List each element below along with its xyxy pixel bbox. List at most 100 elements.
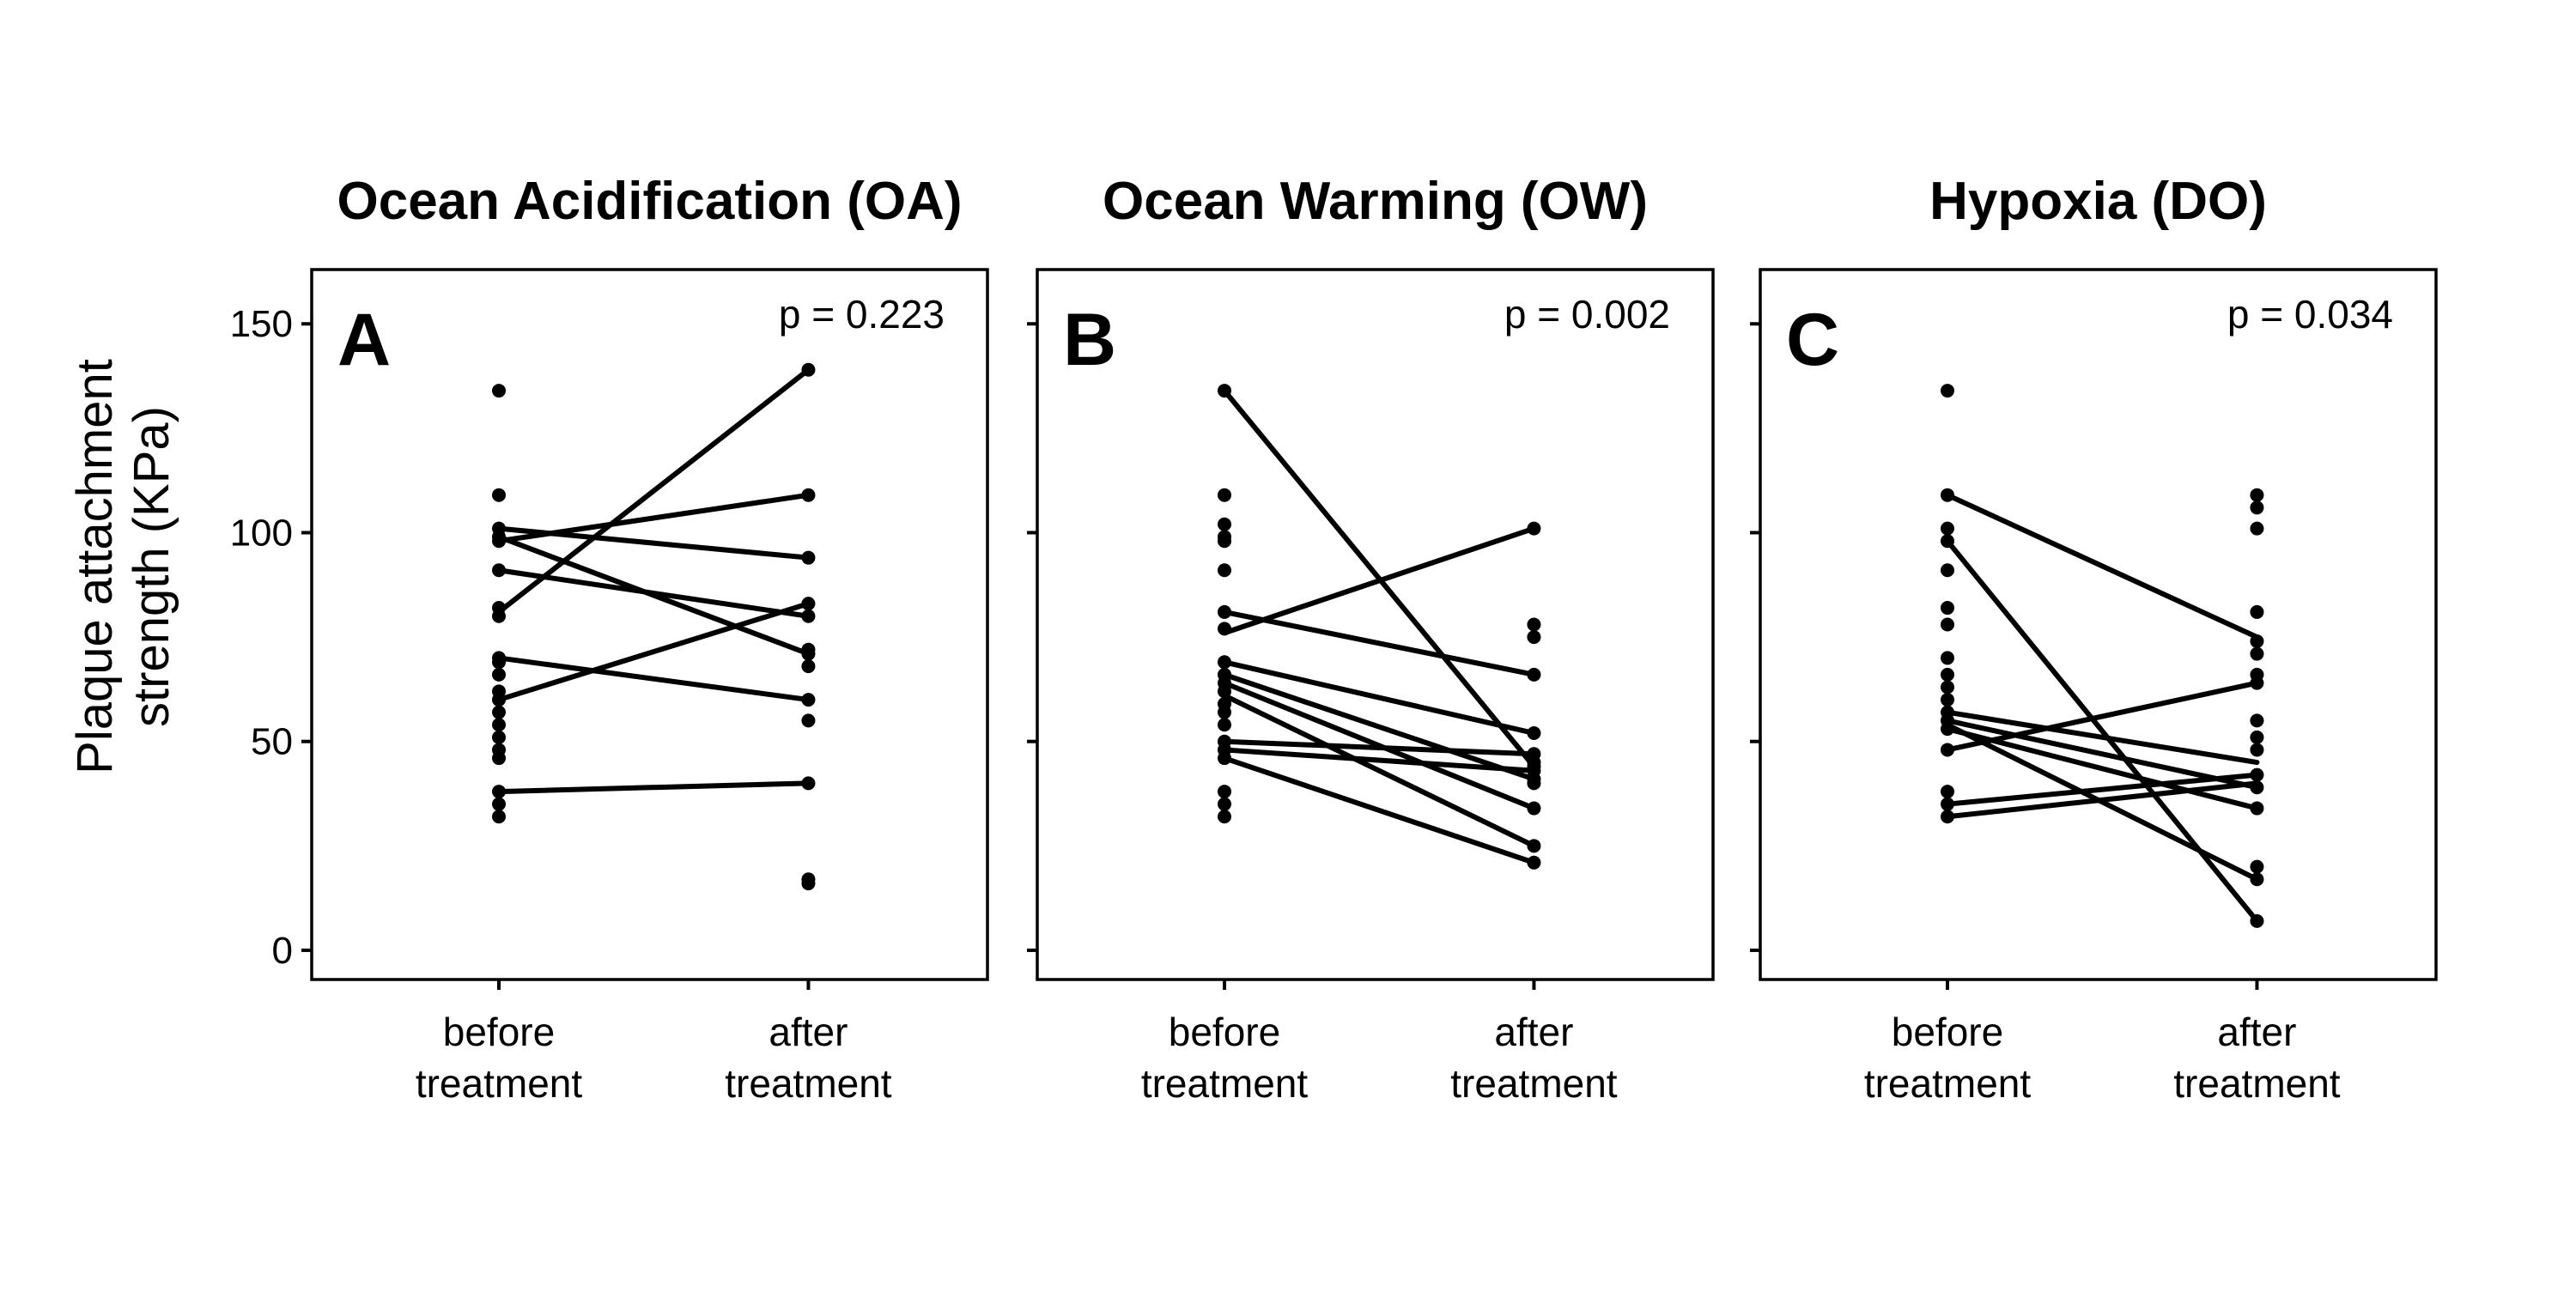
pair-line [495,567,811,619]
before-point [491,751,506,766]
before-point [1217,797,1231,811]
before-point [1940,601,1954,616]
before-point [1217,563,1231,578]
pair-line [1221,755,1537,865]
before-point [491,534,506,549]
p-value: p = 0.002 [1504,292,1670,337]
before-point [1217,785,1231,799]
x-tick-label: treatment [725,1061,892,1106]
after-point [2250,872,2264,887]
pair-line [1221,609,1537,677]
before-point [1940,651,1954,665]
x-tick-label: before [1892,1010,2003,1054]
before-point [491,693,506,707]
pair-line [1944,718,2260,791]
before-point [491,667,506,682]
panel-b: Ocean Warming (OW) before treatment after tr… [1027,172,1715,1106]
x-tick-label: before [1169,1010,1280,1054]
before-point [1940,785,1954,799]
x-tick-label: after [769,1010,848,1054]
before-point [491,797,506,811]
pair-line [1221,738,1537,757]
pair-line [1221,659,1537,736]
after-point [801,362,816,377]
before-point [1940,680,1954,695]
y-tick-label: 150 [230,303,293,345]
after-point [1527,725,1541,740]
before-point [491,810,506,824]
x-tick-label: before [443,1010,555,1054]
before-point [1217,622,1231,636]
before-point [1940,667,1954,682]
panel-c: Hypoxia (DO) before treatment after treatmen… [1750,172,2438,1106]
panel-letter: C [1786,299,1839,381]
before-point [1217,684,1231,699]
before-point [1940,563,1954,578]
before-point [1940,617,1954,632]
after-point [1527,776,1541,791]
after-point [1527,801,1541,816]
before-point [491,655,506,670]
pair-line [1944,772,2260,807]
before-point [1217,705,1231,719]
pair-line [1944,726,2260,811]
after-point [801,876,816,891]
before-point [1217,718,1231,732]
pair-line [1944,780,2260,820]
pair-line [495,780,811,795]
pair-line [1944,680,2260,753]
before-point [1217,810,1231,824]
before-point [1940,384,1954,398]
panel-title: Ocean Warming (OW) [1103,172,1648,231]
p-value: p = 0.223 [779,292,945,337]
after-point [2250,500,2264,515]
after-point [801,693,816,707]
panel-title: Hypoxia (DO) [1929,172,2267,231]
plot-frame [310,268,989,981]
panel-letter: B [1063,299,1116,381]
pair-line [1221,671,1537,782]
before-point [491,718,506,732]
pair-line [495,525,811,561]
panel-letter: A [337,299,391,381]
before-point [491,609,506,623]
after-point [2250,646,2264,661]
after-point [2250,767,2264,782]
plot-frame [1759,268,2438,981]
pair-line [1221,693,1537,849]
x-tick-label: treatment [1450,1061,1618,1106]
before-point [491,488,506,502]
x-tick-label: after [2217,1010,2296,1054]
pair-line [1221,525,1537,636]
before-point [1940,534,1954,549]
panel-title: Ocean Acidification (OA) [337,172,962,231]
y-tick-label: 100 [230,512,293,554]
after-point [2250,713,2264,728]
after-point [2250,801,2264,816]
y-axis-title: Plaque attachment strength (KPa) [67,359,179,774]
before-point [1217,384,1231,398]
before-point [1217,488,1231,502]
after-point [801,713,816,728]
x-tick-label: treatment [2173,1061,2341,1106]
after-point [2250,604,2264,619]
after-point [801,597,816,611]
before-point [491,563,506,578]
pair-line [1944,538,2260,924]
x-tick-label: treatment [416,1061,583,1106]
after-point [801,550,816,565]
before-point [1940,722,1954,737]
before-point [1217,751,1231,766]
before-point [1217,655,1231,670]
after-point [801,488,816,502]
pair-line [495,655,811,703]
before-point [491,785,506,799]
panel-a: Ocean Acidification (OA) 0 50 100 150 before t… [230,172,989,1106]
pair-line [1221,747,1537,773]
pair-line [495,367,811,615]
y-axis-title-line: Plaque attachment [67,359,123,774]
after-point [2250,730,2264,744]
after-point [2250,743,2264,757]
after-point [2250,859,2264,874]
